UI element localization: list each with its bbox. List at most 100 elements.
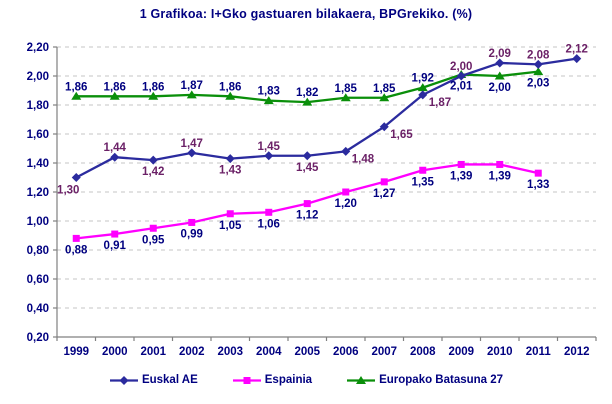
y-tick-label: 0,80: [27, 245, 49, 257]
square-marker: [342, 188, 350, 196]
chart-canvas: 0,20 0,40 0,60 0,80 1,00 1,20 1,40 1,60 1,80 2,00…: [27, 42, 597, 358]
data-label: 1,92: [412, 73, 434, 85]
triangle-marker: [533, 67, 544, 76]
diamond-marker: [302, 151, 312, 161]
data-label: 1,33: [527, 179, 549, 191]
y-tick-label: 2,00: [27, 71, 49, 83]
diamond-marker: [418, 90, 428, 100]
labels-europako-batasuna-27: 1,86 1,86 1,86 1,87 1,86 1,83 1,82 1,85 1,85 1,92…: [65, 73, 549, 100]
data-label: 1,47: [181, 138, 203, 150]
legend-label: Euskal AE: [141, 374, 198, 386]
triangle-marker: [71, 91, 82, 100]
triangle-marker: [148, 91, 159, 100]
x-tick-label: 2006: [333, 346, 359, 358]
y-tick-label: 2,20: [27, 42, 49, 54]
data-label: 1,20: [335, 198, 357, 210]
data-label: 1,39: [450, 170, 472, 182]
x-tick-label: 2007: [371, 346, 397, 358]
data-label: 1,87: [181, 80, 203, 92]
x-tick-label: 2002: [179, 346, 205, 358]
square-marker: [303, 200, 311, 208]
square-marker: [226, 210, 234, 218]
triangle-marker: [379, 93, 390, 102]
data-label: 1,87: [429, 97, 451, 109]
triangle-marker: [186, 90, 197, 99]
chart-legend: Euskal AE Espainia Europako Batasuna 27: [0, 374, 612, 386]
y-tick-label: 1,80: [27, 100, 49, 112]
data-label: 1,05: [219, 220, 242, 232]
labels-espainia: 0,88 0,91 0,95 0,99 1,05 1,06 1,12 1,20 1,27 1,35…: [65, 170, 549, 256]
data-label: 2,09: [489, 48, 511, 60]
square-marker: [265, 208, 273, 216]
data-label: 1,86: [104, 81, 126, 93]
y-tick-label: 0,60: [27, 274, 49, 286]
diamond-marker: [148, 155, 158, 165]
x-tick-label: 2009: [448, 346, 474, 358]
gridlines: [57, 46, 596, 309]
diamond-marker: [71, 173, 81, 182]
x-tick-label: 2000: [102, 346, 128, 358]
data-label: 1,27: [373, 188, 395, 200]
square-marker: [380, 178, 388, 186]
labels-euskal-ae: 1,30 1,44 1,42 1,47 1,43 1,45 1,45 1,48 1,65 1,87…: [57, 44, 588, 197]
y-tick-label: 0,20: [27, 332, 49, 344]
diamond-marker: [110, 152, 120, 162]
triangle-marker: [417, 83, 428, 92]
data-label: 2,12: [566, 44, 588, 56]
data-label: 1,45: [258, 141, 281, 153]
legend-item-europako-batasuna-27: Europako Batasuna 27: [346, 374, 503, 386]
data-label: 1,35: [412, 176, 435, 188]
data-label: 0,91: [104, 240, 127, 252]
triangle-marker: [302, 97, 313, 106]
data-label: 1,39: [489, 170, 511, 182]
square-marker: [188, 218, 196, 226]
x-tick-label: 2005: [294, 346, 320, 358]
square-marker: [111, 230, 119, 238]
legend-label: Espainia: [264, 374, 313, 386]
square-marker: [457, 160, 465, 168]
data-label: 1,82: [296, 87, 318, 99]
data-label: 1,43: [219, 165, 241, 177]
diamond-marker: [341, 146, 351, 156]
x-axis: 1999 2000 2001 2002 2003 2004 2005 2006 2007 2008…: [56, 336, 597, 358]
data-label: 1,85: [373, 83, 396, 95]
data-label: 2,00: [489, 82, 511, 94]
triangle-marker: [109, 91, 120, 100]
y-tick-label: 0,40: [27, 303, 49, 315]
square-marker: [72, 234, 80, 242]
data-label: 1,86: [219, 81, 241, 93]
square-marker: [496, 160, 504, 168]
x-tick-label: 2010: [487, 346, 513, 358]
data-label: 0,95: [142, 234, 165, 246]
data-label: 2,08: [527, 49, 550, 61]
diamond-marker: [533, 59, 543, 69]
triangle-marker: [340, 93, 351, 102]
x-tick-label: 2001: [140, 346, 166, 358]
diamond-marker: [572, 54, 582, 64]
data-label: 1,30: [57, 185, 79, 197]
series-espainia: [72, 160, 542, 242]
diamond-marker: [456, 71, 466, 81]
data-label: 1,83: [258, 86, 280, 98]
x-tick-label: 2012: [564, 346, 590, 358]
diamond-marker: [264, 151, 274, 161]
x-tick-label: 2003: [217, 346, 243, 358]
x-tick-label: 2004: [256, 346, 282, 358]
diamond-legend-marker-icon: [109, 375, 138, 385]
data-label: 1,86: [142, 81, 164, 93]
data-label: 1,48: [352, 153, 375, 165]
data-label: 1,45: [296, 162, 319, 174]
data-label: 0,88: [65, 244, 88, 256]
y-tick-label: 1,20: [27, 187, 49, 199]
data-label: 1,44: [104, 142, 127, 154]
data-label: 1,06: [258, 218, 280, 230]
diamond-marker: [187, 148, 197, 158]
data-label: 0,99: [181, 228, 203, 240]
y-tick-label: 1,40: [27, 158, 49, 170]
diamond-marker: [495, 58, 505, 68]
chart-title: 1 Grafikoa: I+Gko gastuaren bilakaera, B…: [139, 7, 473, 21]
data-label: 2,03: [527, 78, 549, 90]
x-tick-label: 2008: [410, 346, 436, 358]
y-axis: 0,20 0,40 0,60 0,80 1,00 1,20 1,40 1,60 1,80 2,00…: [27, 42, 58, 344]
